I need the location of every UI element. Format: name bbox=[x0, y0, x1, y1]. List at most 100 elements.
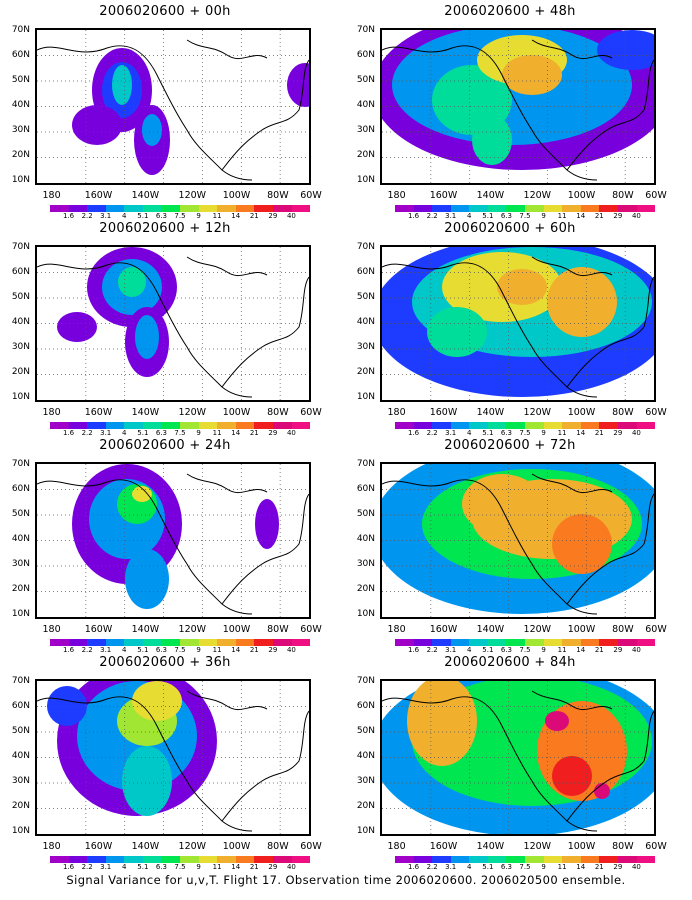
colorbar-swatch bbox=[543, 639, 563, 646]
colorbar-tick-label: 7.5 bbox=[174, 863, 186, 871]
colorbar-tick-label: 9 bbox=[196, 863, 201, 871]
colorbar-tick-label: 11 bbox=[557, 212, 567, 220]
colorbar-swatch bbox=[580, 205, 600, 212]
lat-tick-label: 50N bbox=[356, 292, 375, 302]
colorbar-swatch bbox=[272, 422, 292, 429]
lat-tick-label: 60N bbox=[356, 484, 375, 494]
colorbar-tick-label: 29 bbox=[268, 429, 278, 437]
colorbar-swatch bbox=[105, 639, 125, 646]
colorbar-swatch bbox=[254, 856, 273, 863]
colorbar-swatch bbox=[450, 205, 470, 212]
colorbar-swatch bbox=[217, 639, 236, 646]
panel-title: 2006020600 + 60h bbox=[444, 221, 576, 236]
colorbar-swatch bbox=[617, 422, 637, 429]
colorbar-swatch bbox=[161, 422, 181, 429]
colorbar-swatch bbox=[506, 205, 526, 212]
colorbar-swatch bbox=[50, 205, 69, 212]
lon-tick-label: 140W bbox=[476, 190, 505, 201]
colorbar-swatch bbox=[562, 639, 581, 646]
colorbar-tick-label: 4 bbox=[467, 646, 472, 654]
colorbar-swatch bbox=[68, 856, 88, 863]
colorbar-swatch bbox=[543, 205, 563, 212]
colorbar-tick-label: 9 bbox=[196, 646, 201, 654]
lon-tick-label: 120W bbox=[178, 841, 207, 852]
lat-tick-label: 50N bbox=[11, 75, 30, 85]
lat-tick-label: 20N bbox=[11, 801, 30, 811]
variance-field bbox=[37, 681, 309, 834]
colorbar-tick-label: 6.3 bbox=[500, 646, 512, 654]
colorbar-swatch bbox=[291, 422, 311, 429]
variance-field bbox=[382, 681, 654, 834]
lat-tick-label: 40N bbox=[11, 751, 30, 761]
lon-tick-label: 160W bbox=[429, 624, 458, 635]
colorbar-tick-label: 5.1 bbox=[137, 646, 149, 654]
colorbar-swatch bbox=[469, 422, 488, 429]
map-plot bbox=[380, 679, 656, 836]
variance-field bbox=[37, 464, 309, 617]
colorbar-swatch bbox=[413, 856, 433, 863]
colorbar-swatch bbox=[636, 639, 656, 646]
coastline bbox=[37, 473, 309, 615]
contour-region bbox=[255, 499, 279, 549]
colorbar-tick-label: 21 bbox=[594, 212, 604, 220]
lon-tick-label: 100W bbox=[222, 624, 251, 635]
lat-tick-label: 70N bbox=[11, 459, 30, 469]
colorbar-swatch bbox=[217, 205, 236, 212]
lat-tick-label: 40N bbox=[356, 534, 375, 544]
colorbar-swatch bbox=[636, 856, 656, 863]
contour-region bbox=[132, 486, 152, 502]
lon-tick-label: 60W bbox=[300, 407, 322, 418]
colorbar-labels: 1.6 2.2 3.1 4 5.1 6.3 7.5 9 11 14 21 29 40 bbox=[395, 863, 655, 872]
colorbar-tick-label: 5.1 bbox=[482, 646, 494, 654]
colorbar-swatch bbox=[413, 639, 433, 646]
colorbar-swatch bbox=[291, 856, 311, 863]
colorbar-swatch bbox=[198, 639, 218, 646]
lon-tick-label: 160W bbox=[84, 190, 113, 201]
colorbar-tick-label: 11 bbox=[212, 429, 222, 437]
colorbar-swatch bbox=[254, 422, 273, 429]
lat-tick-label: 60N bbox=[11, 267, 30, 277]
lon-tick-label: 180 bbox=[42, 624, 61, 635]
contour-region bbox=[47, 686, 87, 726]
colorbar-swatch bbox=[617, 639, 637, 646]
colorbar-tick-label: 2.2 bbox=[81, 429, 93, 437]
colorbar-tick-label: 11 bbox=[557, 429, 567, 437]
colorbar-tick-label: 1.6 bbox=[62, 212, 75, 220]
lon-tick-label: 100W bbox=[222, 190, 251, 201]
lat-tick-label: 40N bbox=[356, 317, 375, 327]
lon-tick-label: 140W bbox=[131, 407, 160, 418]
colorbar-swatch bbox=[198, 856, 218, 863]
lat-tick-label: 60N bbox=[11, 50, 30, 60]
map-panel: 2006020600 + 36h 70N 60N 50N 40N 30N 20N 10N 180… bbox=[0, 651, 330, 871]
map-plot bbox=[380, 462, 656, 619]
colorbar-swatch bbox=[235, 639, 255, 646]
colorbar-swatch bbox=[105, 205, 125, 212]
lat-tick-label: 70N bbox=[356, 242, 375, 252]
colorbar-swatch bbox=[217, 856, 236, 863]
colorbar-swatch bbox=[124, 639, 143, 646]
colorbar-tick-label: 14 bbox=[231, 212, 241, 220]
colorbar-tick-label: 6.3 bbox=[155, 646, 167, 654]
lon-tick-label: 140W bbox=[476, 407, 505, 418]
colorbar-swatch bbox=[525, 639, 544, 646]
colorbar-tick-label: 3.1 bbox=[445, 863, 457, 871]
map-panel: 2006020600 + 60h 70N 60N 50N 40N 30N 20N 10N 180… bbox=[345, 217, 675, 437]
colorbar-tick-label: 4 bbox=[122, 429, 127, 437]
colorbar-tick-label: 40 bbox=[286, 212, 296, 220]
colorbar-swatch bbox=[487, 205, 507, 212]
lon-tick-label: 80W bbox=[267, 190, 289, 201]
colorbar-swatch bbox=[525, 422, 544, 429]
colorbar-tick-label: 6.3 bbox=[155, 429, 167, 437]
lon-tick-label: 160W bbox=[429, 407, 458, 418]
panel-title: 2006020600 + 48h bbox=[444, 4, 576, 19]
colorbar-swatch bbox=[395, 205, 414, 212]
colorbar-tick-label: 1.6 bbox=[407, 863, 420, 871]
lat-tick-label: 70N bbox=[11, 25, 30, 35]
lon-tick-label: 180 bbox=[387, 190, 406, 201]
coastline bbox=[382, 256, 654, 398]
colorbar-swatch bbox=[198, 422, 218, 429]
colorbar-tick-label: 5.1 bbox=[137, 863, 149, 871]
lat-tick-label: 30N bbox=[356, 776, 375, 786]
lon-tick-label: 180 bbox=[42, 407, 61, 418]
colorbar-swatch bbox=[142, 205, 162, 212]
